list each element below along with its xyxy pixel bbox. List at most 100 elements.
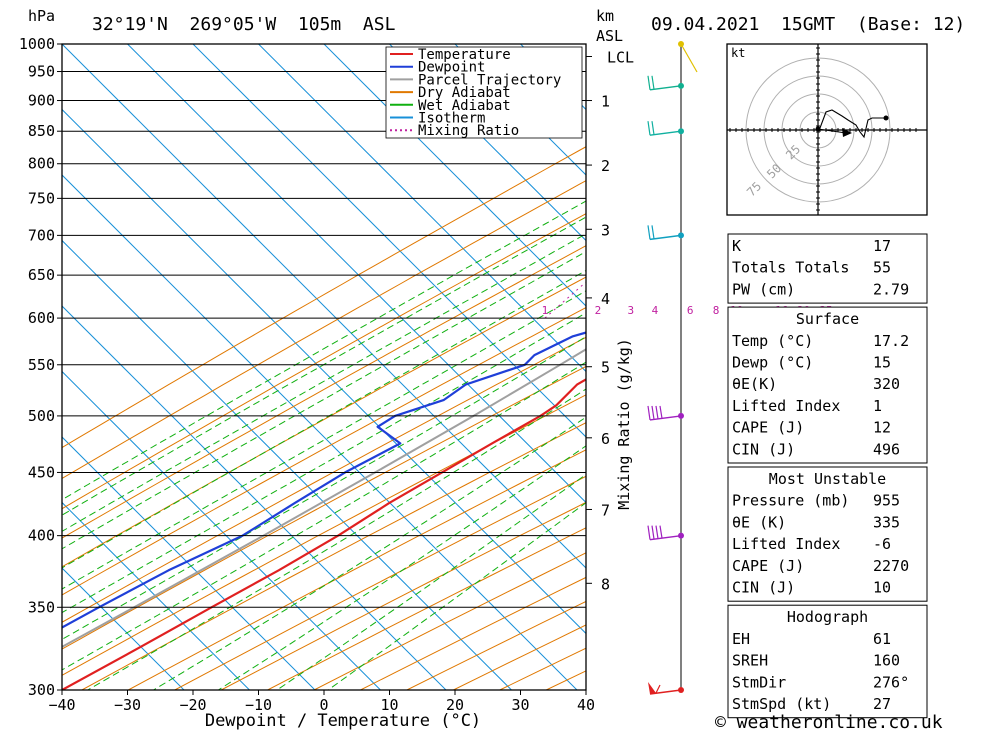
wet-adiabat-line [62, 312, 586, 614]
pressure-tick-label: 750 [28, 189, 55, 207]
isobar-lines [62, 43, 586, 691]
parcel-trajectory-line [62, 348, 586, 649]
pressure-tick-label: 300 [28, 681, 55, 699]
wind-barb-feather [651, 225, 655, 239]
pressure-tick-label: 500 [28, 407, 55, 425]
hodograph-indices-row-value: 61 [873, 630, 891, 648]
plot-frame [61, 43, 587, 691]
wind-barb-shaft [649, 534, 682, 541]
km-tick-label: 7 [601, 501, 610, 519]
hodograph-indices-row-label: EH [732, 630, 750, 648]
plot-data-lines [62, 331, 586, 690]
surface-indices-row-label: θE(K) [732, 375, 777, 393]
surface-indices-row-value: 320 [873, 375, 900, 393]
main-indices-row-value: 2.79 [873, 280, 909, 298]
isotherm-line [258, 44, 586, 373]
wind-barb-feather [651, 525, 655, 540]
temperature-line [62, 378, 586, 690]
isotherm-line [62, 567, 185, 690]
dewpoint-line [62, 331, 586, 629]
wind-barb-shaft [649, 689, 682, 695]
isotherm-line [62, 436, 316, 690]
hpa-unit-label: hPa [28, 7, 55, 25]
temperature-tick-label: 20 [446, 696, 464, 714]
dry-adiabat-line [81, 422, 586, 690]
surface-indices-row-label: Dewp (°C) [732, 354, 813, 372]
most-unstable-indices-title: Most Unstable [769, 470, 886, 488]
surface-indices-title: Surface [796, 310, 859, 328]
temperature-tick-label: 10 [380, 696, 398, 714]
most-unstable-indices-row-value: 955 [873, 492, 900, 510]
hodograph-indices-row-value: 276° [873, 673, 909, 691]
legend-entry-label: Temperature [418, 47, 511, 63]
isotherm-line [389, 44, 586, 242]
dry-adiabat-line [62, 336, 586, 623]
wet-adiabat-line [218, 445, 586, 690]
wet-adiabat-line [62, 290, 586, 590]
most-unstable-indices-row-label: Pressure (mb) [732, 492, 849, 510]
surface-indices-row-label: CIN (J) [732, 440, 795, 458]
mixing-ratio-label: 3 [627, 304, 634, 317]
pressure-tick-label: 900 [28, 92, 55, 110]
isotherm-line [62, 501, 250, 690]
temperature-tick-label: −30 [114, 696, 141, 714]
most-unstable-indices-row-label: Lifted Index [732, 535, 840, 553]
temperature-tick-label: 0 [319, 696, 328, 714]
pressure-tick-label: 850 [28, 122, 55, 140]
isotherm-line [454, 44, 586, 176]
surface-indices-row-label: Lifted Index [732, 397, 840, 415]
wind-barb-shaft [680, 43, 698, 73]
km-tick-label: 6 [601, 430, 610, 448]
isotherm-line [62, 108, 586, 635]
wind-barb-feather [647, 405, 651, 420]
wind-barb-feather [651, 121, 655, 135]
hodograph-indices-row-value: 27 [873, 695, 891, 713]
most-unstable-indices-row-value: 2270 [873, 557, 909, 575]
mixing-ratio-axis-label: Mixing Ratio (g/kg) [615, 338, 633, 510]
km-tick-label: 3 [601, 221, 610, 239]
most-unstable-indices-row-label: θE (K) [732, 513, 786, 531]
temperature-axis: −40 −30 −20 −10 0 10 20 30 40 [48, 690, 595, 714]
legend-entry-label: Dewpoint [418, 60, 485, 76]
location-title: 32°19'N 269°05'W 105m ASL [92, 14, 396, 35]
hodograph-indices-row-label: StmDir [732, 673, 786, 691]
x-axis-label: Dewpoint / Temperature (°C) [205, 711, 481, 731]
hodograph-indices-row-label: SREH [732, 652, 768, 670]
pressure-tick-label: 800 [28, 155, 55, 173]
hodograph-indices-row-value: 160 [873, 652, 900, 670]
dry-adiabat-line [62, 307, 586, 596]
surface-indices-row-value: 17.2 [873, 332, 909, 350]
wind-barb-pennant [648, 682, 656, 694]
surface-indices-row-value: 15 [873, 354, 891, 372]
legend-entry-label: Parcel Trajectory [418, 72, 561, 88]
temperature-tick-label: −20 [179, 696, 206, 714]
km-tick-label: 5 [601, 359, 610, 377]
main-indices-row-label: Totals Totals [732, 259, 849, 277]
pressure-axis: 300 350 400 450 500 550 600 650 700 750 800 850 900 9… [19, 35, 62, 699]
mixing-ratio-label: 1 [542, 304, 549, 317]
wind-barb-feather [655, 684, 661, 694]
surface-indices-row-value: 1 [873, 397, 882, 415]
dry-adiabat-line [174, 475, 586, 690]
wind-barb-feather [647, 75, 651, 90]
hodograph-indices-box [727, 604, 928, 719]
pressure-tick-label: 650 [28, 266, 55, 284]
copyright-text: © weatheronline.co.uk [715, 712, 943, 733]
wind-barb-feather [651, 405, 655, 420]
surface-indices-box [727, 306, 928, 464]
most-unstable-indices-row-label: CIN (J) [732, 579, 795, 597]
hodograph-end-point [883, 115, 889, 121]
wet-adiabat-line [62, 216, 586, 516]
legend-box [385, 46, 583, 139]
wind-barb-feather [655, 405, 659, 420]
asl-unit-label: ASL [596, 27, 623, 45]
hodograph-indices-title: Hodograph [787, 608, 868, 626]
main-indices-row-label: K [732, 237, 741, 255]
dry-adiabat-line [220, 501, 586, 690]
storm-motion-arrowhead [842, 128, 852, 137]
wind-barb-shaft [649, 234, 682, 241]
temperature-tick-label: 40 [577, 696, 595, 714]
main-indices-row-value: 55 [873, 259, 891, 277]
km-unit-label: km [596, 7, 614, 25]
